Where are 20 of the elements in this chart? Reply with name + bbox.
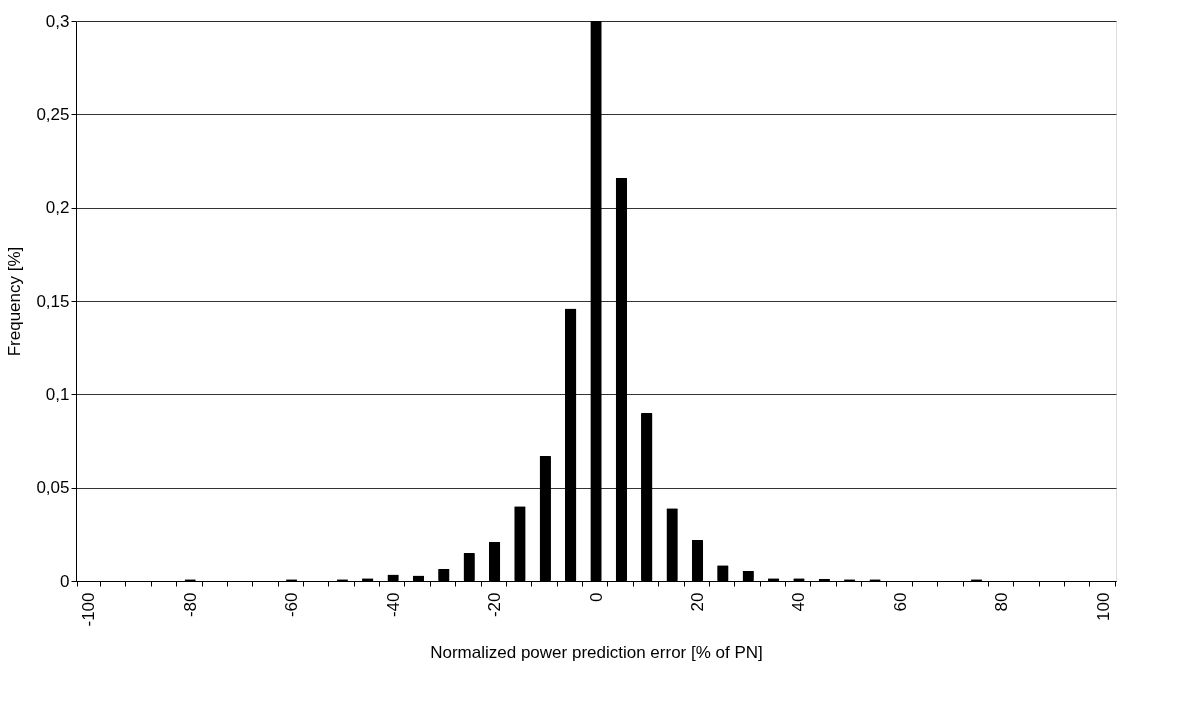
x-tick-label: 60 <box>890 592 910 612</box>
y-tick-label: 0,3 <box>45 11 70 31</box>
x-tick-label: -40 <box>383 592 403 618</box>
x-tick-label: 80 <box>992 592 1012 612</box>
y-tick-label: 0,2 <box>45 198 70 218</box>
y-tick-label: 0,25 <box>36 104 70 124</box>
x-tick-label: 40 <box>789 592 809 612</box>
y-tick-label: 0 <box>60 571 70 591</box>
x-tick-label: -80 <box>180 592 200 618</box>
y-axis-title: Frequency [%] <box>5 246 25 357</box>
x-tick-label: -100 <box>79 592 99 627</box>
y-tick-label: 0,1 <box>45 384 70 404</box>
x-tick-label: -60 <box>282 592 302 618</box>
x-tick-label: 20 <box>687 592 707 612</box>
y-tick-label: 0,05 <box>36 478 70 498</box>
x-tick-label: -20 <box>485 592 505 618</box>
x-tick-label: 100 <box>1093 592 1113 621</box>
x-tick-label: 0 <box>586 592 606 602</box>
y-tick-label: 0,15 <box>36 291 70 311</box>
x-axis-title: Normalized power prediction error [% of PN] <box>430 642 763 662</box>
